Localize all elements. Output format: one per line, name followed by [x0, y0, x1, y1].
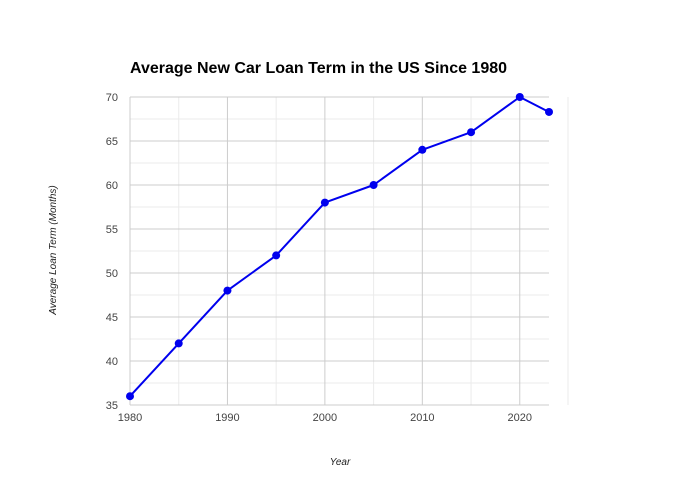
x-tick-label: 1990: [215, 412, 239, 424]
data-point[interactable]: [515, 93, 524, 101]
y-tick-label: 55: [106, 224, 118, 236]
chart-title: Average New Car Loan Term in the US Sinc…: [130, 60, 507, 77]
y-tick-label: 60: [106, 180, 118, 192]
x-tick-label: 2010: [410, 412, 434, 424]
data-point[interactable]: [126, 392, 134, 401]
data-point[interactable]: [545, 107, 553, 116]
x-tick-label: 2000: [313, 412, 337, 424]
grid: [129, 96, 569, 406]
x-tick-label: 1980: [118, 412, 142, 424]
data-point[interactable]: [320, 198, 329, 207]
data-point[interactable]: [223, 286, 232, 295]
y-tick-label: 65: [106, 136, 118, 148]
y-tick-label: 50: [106, 268, 118, 280]
data-point[interactable]: [369, 181, 378, 189]
y-tick-label: 45: [106, 312, 118, 324]
data-point[interactable]: [272, 251, 281, 260]
y-axis-title: Average Loan Term (Months): [48, 185, 59, 316]
y-axis-ticks: 35 40 45 50 55 60 65 70: [106, 92, 118, 412]
data-point[interactable]: [467, 128, 476, 137]
data-point[interactable]: [418, 145, 427, 154]
data-point[interactable]: [174, 339, 183, 348]
x-axis-title: Year: [330, 457, 351, 468]
series-group: [126, 93, 553, 401]
x-tick-label: 2020: [508, 412, 532, 424]
x-axis-ticks: 1980 1990 2000 2010 2020: [118, 412, 532, 424]
y-tick-label: 35: [106, 400, 118, 412]
y-tick-label: 40: [106, 356, 118, 368]
y-tick-label: 70: [106, 92, 118, 104]
series-line: [129, 96, 550, 397]
